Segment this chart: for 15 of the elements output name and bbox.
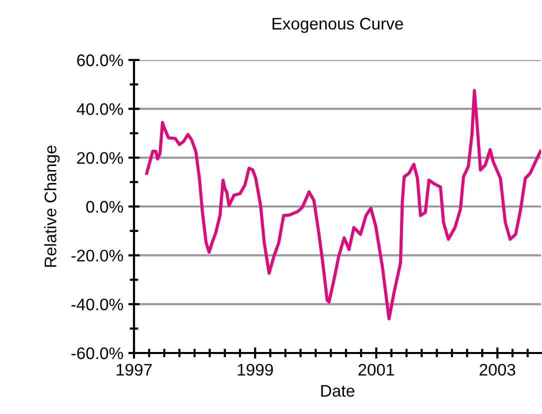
x-tick-label: 2003	[480, 364, 516, 376]
x-tick-label: 1999	[238, 364, 273, 376]
x-tick-label: 2001	[358, 364, 394, 376]
y-tick-label: -20.0%	[72, 250, 123, 262]
y-tick-label: 0.0%	[86, 200, 123, 213]
y-tick-label: 20.0%	[77, 152, 123, 164]
line-series	[145, 88, 541, 320]
y-tick-label: 40.0%	[76, 103, 123, 116]
x-axis-title: Date	[321, 385, 354, 397]
y-axis-title: Relative Change	[44, 146, 60, 267]
chart-title: Exogenous Curve	[272, 18, 404, 33]
x-tick-label: 1997	[116, 364, 152, 376]
y-tick-label: -40.0%	[72, 298, 123, 310]
y-tick-label: -60.0%	[72, 347, 123, 360]
y-tick-label: 60.0%	[77, 54, 123, 66]
